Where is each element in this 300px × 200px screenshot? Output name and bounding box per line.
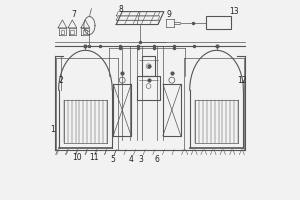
Text: 5: 5 xyxy=(111,155,116,164)
Text: 13: 13 xyxy=(230,7,239,16)
Text: 12: 12 xyxy=(238,76,247,85)
Bar xyxy=(206,16,231,29)
Text: 7: 7 xyxy=(71,10,76,19)
Text: 1: 1 xyxy=(50,125,55,134)
Text: 3: 3 xyxy=(139,155,143,164)
Text: 6: 6 xyxy=(154,155,159,164)
Text: 8: 8 xyxy=(119,5,124,14)
Text: 9: 9 xyxy=(167,10,171,19)
Text: 11: 11 xyxy=(90,153,99,162)
Text: 2: 2 xyxy=(58,76,63,85)
Text: 4: 4 xyxy=(129,155,134,164)
Text: 10: 10 xyxy=(73,153,82,162)
